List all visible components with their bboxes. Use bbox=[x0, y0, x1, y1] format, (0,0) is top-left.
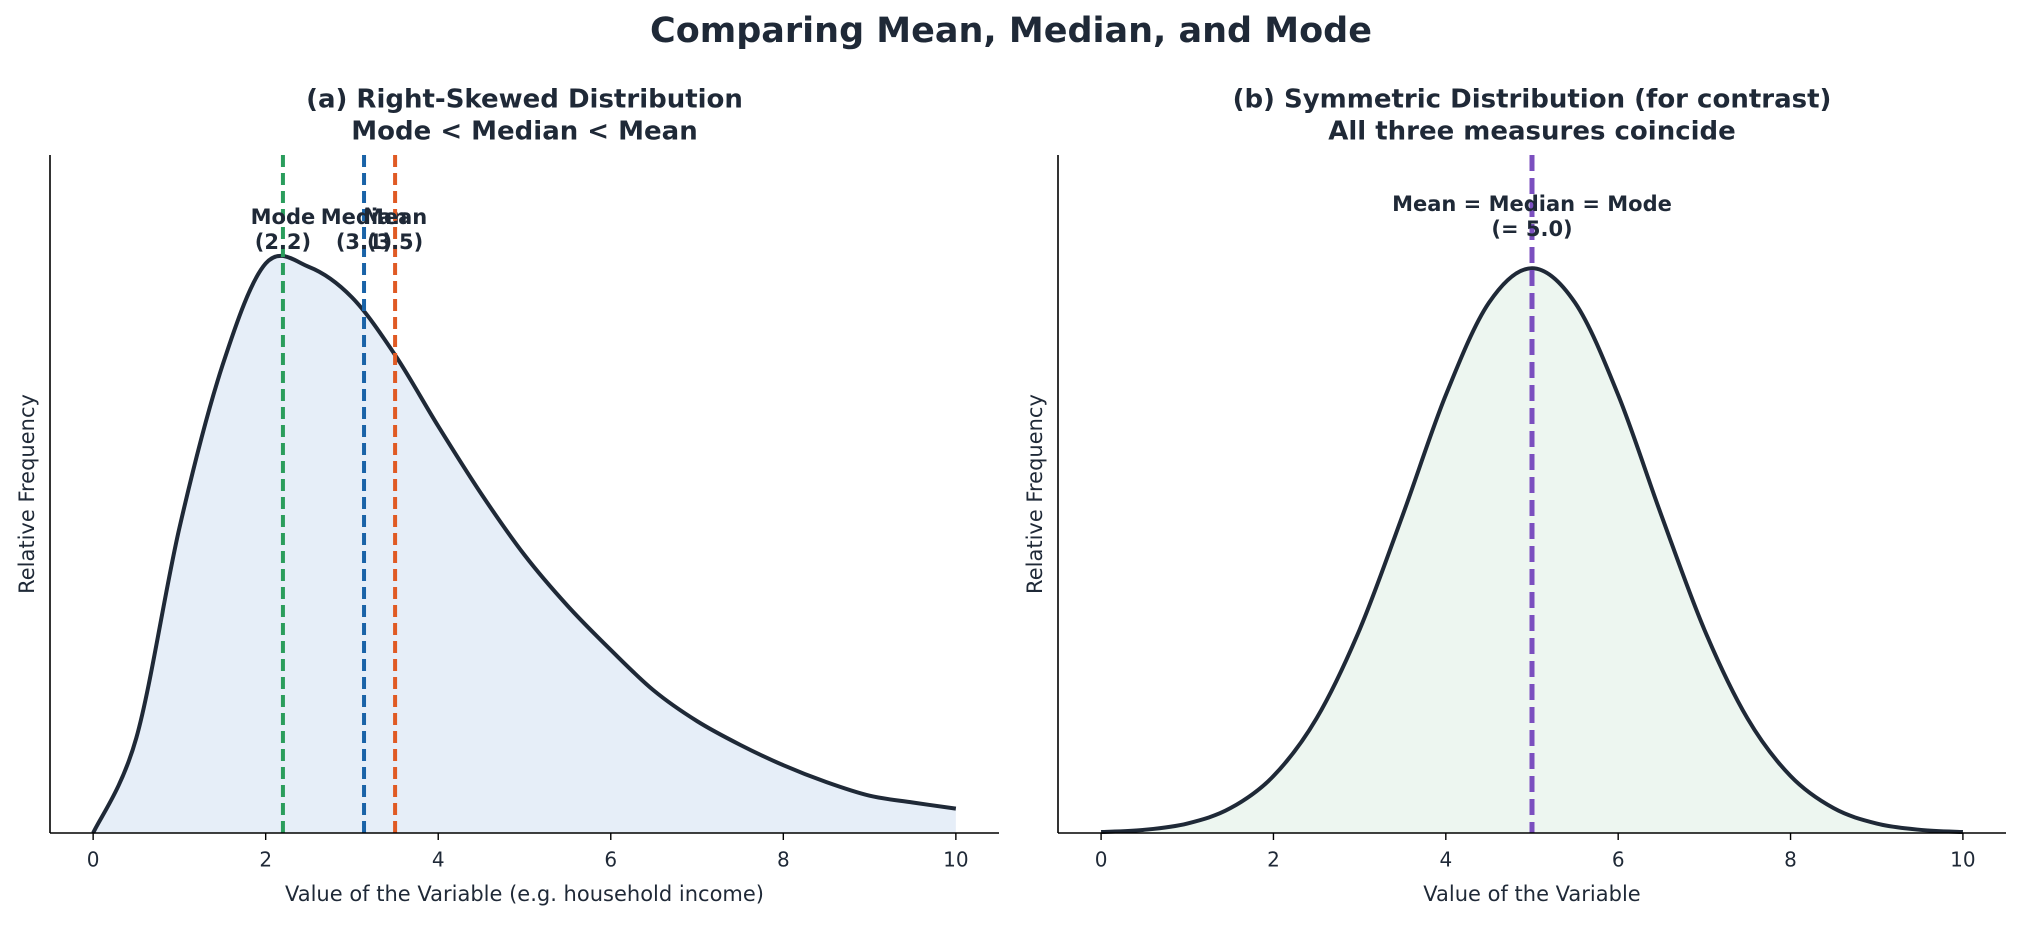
x-tick-label: 0 bbox=[87, 848, 100, 872]
x-tick-label: 6 bbox=[604, 848, 617, 872]
x-tick-label: 2 bbox=[1267, 848, 1280, 872]
x-tick-label: 4 bbox=[432, 848, 445, 872]
x-tick-label: 4 bbox=[1439, 848, 1452, 872]
chart-subtitle: All three measures coincide bbox=[1328, 117, 1736, 147]
chart-title: (a) Right-Skewed Distribution bbox=[306, 85, 743, 115]
marker-name: Mode bbox=[251, 205, 316, 229]
y-axis-label: Relative Frequency bbox=[1023, 394, 1047, 594]
x-tick-label: 0 bbox=[1095, 848, 1108, 872]
x-tick-label: 10 bbox=[1950, 848, 1975, 872]
curve bbox=[91, 253, 957, 834]
x-axis-label: Value of the Variable (e.g. household in… bbox=[285, 882, 764, 906]
area-fill bbox=[93, 255, 956, 833]
x-tick-label: 8 bbox=[1784, 848, 1797, 872]
chart-title: (b) Symmetric Distribution (for contrast… bbox=[1233, 85, 1832, 115]
marker-label: (= 5.0) bbox=[1491, 217, 1572, 241]
marker-label: (3.1) bbox=[336, 230, 392, 254]
x-tick-label: 6 bbox=[1612, 848, 1625, 872]
curve bbox=[1100, 266, 1964, 835]
marker-label: (2.2) bbox=[255, 230, 311, 254]
marker-name: Mean bbox=[363, 205, 427, 229]
marker-label: (3.5) bbox=[367, 230, 423, 254]
marker-name: Median bbox=[321, 205, 408, 229]
x-tick-label: 10 bbox=[943, 848, 968, 872]
chart-subtitle: Mode < Median < Mean bbox=[351, 117, 697, 147]
marker-name: Mean = Median = Mode bbox=[1392, 192, 1672, 216]
x-tick-label: 8 bbox=[777, 848, 790, 872]
x-tick-label: 2 bbox=[259, 848, 272, 872]
x-axis-label: Value of the Variable bbox=[1423, 882, 1640, 906]
figure-title: Comparing Mean, Median, and Mode bbox=[650, 11, 1372, 51]
y-axis-label: Relative Frequency bbox=[15, 394, 39, 594]
